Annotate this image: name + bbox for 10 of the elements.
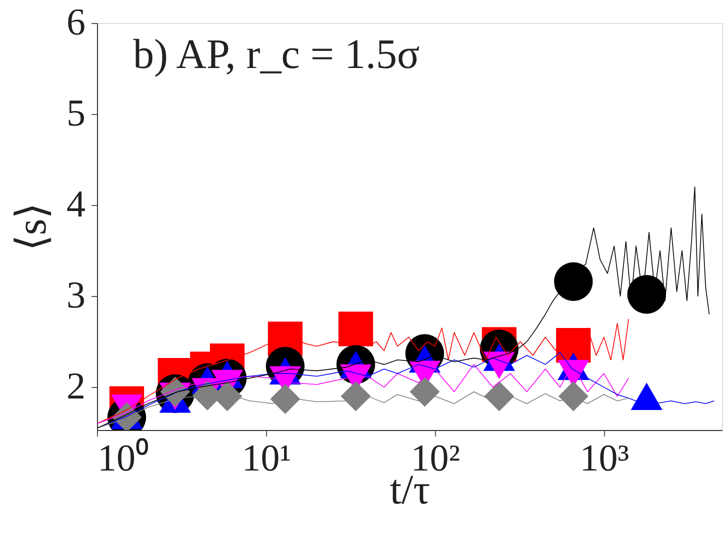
- y-tick-label: 6: [66, 2, 86, 44]
- x-tick-label: 10¹: [242, 438, 292, 480]
- y-tick-label: 2: [66, 366, 86, 408]
- annotation: b) AP, r_c = 1.5σ: [133, 32, 420, 78]
- x-tick-label: 10³: [580, 438, 630, 480]
- y-tick-label: 4: [66, 184, 86, 226]
- y-tick-label: 5: [66, 92, 86, 135]
- y-tick-label: 3: [66, 274, 86, 317]
- x-tick-label: 10⁰: [98, 438, 148, 480]
- y-axis-title: ⟨s⟩: [10, 202, 56, 252]
